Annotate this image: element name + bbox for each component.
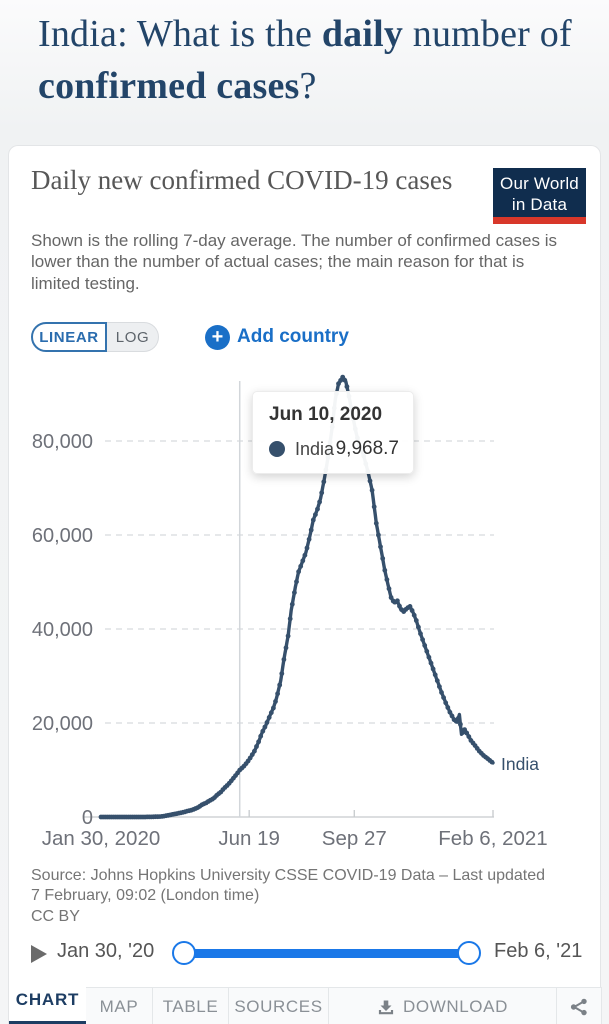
tab-chart[interactable]: CHART bbox=[9, 979, 86, 1024]
download-icon bbox=[377, 998, 395, 1016]
chart-title: Daily new confirmed COVID-19 cases bbox=[31, 165, 453, 195]
source-line1: Source: Johns Hopkins University CSSE CO… bbox=[31, 867, 546, 884]
timeline-slider-track[interactable] bbox=[177, 949, 479, 958]
scale-toggle: LINEAR LOG bbox=[31, 322, 159, 352]
source-note: Source: Johns Hopkins University CSSE CO… bbox=[31, 866, 581, 927]
tooltip-date: Jun 10, 2020 bbox=[269, 404, 383, 425]
tab-download[interactable]: DOWNLOAD bbox=[329, 987, 557, 1024]
svg-text:Jun 19: Jun 19 bbox=[218, 827, 280, 849]
share-icon bbox=[569, 997, 589, 1017]
chart-tooltip: Jun 10, 2020 India 9,968.7 bbox=[252, 391, 414, 474]
svg-text:20,000: 20,000 bbox=[32, 713, 93, 735]
timeline-end-label: Feb 6, '21 bbox=[494, 940, 583, 962]
source-line2: 7 February, 09:02 (London time) bbox=[31, 887, 260, 905]
page-title: India: What is the daily number of confi… bbox=[38, 8, 593, 112]
chart-card: Daily new confirmed COVID-19 cases Our W… bbox=[8, 145, 602, 1024]
owid-logo-line1: Our World bbox=[500, 174, 579, 193]
license-label[interactable]: CC BY bbox=[31, 907, 80, 925]
title-text: India: What is the bbox=[38, 13, 322, 55]
download-label: DOWNLOAD bbox=[403, 996, 508, 1016]
title-text: number of bbox=[403, 13, 572, 55]
svg-text:0: 0 bbox=[82, 807, 93, 829]
plus-icon: + bbox=[205, 324, 230, 350]
add-country-button[interactable]: + Add country bbox=[205, 324, 349, 350]
tab-sources[interactable]: SOURCES bbox=[229, 987, 329, 1024]
owid-logo-line2: in Data bbox=[511, 195, 568, 214]
tooltip-entity: India bbox=[295, 438, 335, 459]
tab-bar: CHART MAP TABLE SOURCES DOWNLOAD bbox=[9, 979, 602, 1024]
tooltip-value: 9,968.7 bbox=[335, 438, 399, 459]
title-bold-confirmed-cases: confirmed cases bbox=[38, 65, 300, 108]
series-end-label: India bbox=[501, 754, 539, 774]
title-bold-daily: daily bbox=[321, 13, 404, 55]
svg-text:60,000: 60,000 bbox=[32, 525, 93, 547]
tab-table[interactable]: TABLE bbox=[153, 987, 229, 1024]
chart-canvas[interactable]: 0 20,000 40,000 60,000 80,000 Jan 30, 2020 Jun… bbox=[9, 371, 602, 849]
tab-map[interactable]: MAP bbox=[86, 987, 153, 1024]
timeline-start-label: Jan 30, '20 bbox=[57, 940, 155, 962]
title-text: ? bbox=[299, 65, 317, 108]
chart-subtitle: Shown is the rolling 7-day average. The … bbox=[31, 231, 558, 293]
linear-scale-button[interactable]: LINEAR bbox=[31, 322, 107, 352]
svg-text:40,000: 40,000 bbox=[32, 619, 93, 641]
log-scale-button[interactable]: LOG bbox=[107, 322, 159, 352]
svg-text:Sep 27: Sep 27 bbox=[322, 827, 387, 849]
svg-text:Jan 30, 2020: Jan 30, 2020 bbox=[42, 827, 161, 849]
tab-share[interactable] bbox=[557, 987, 602, 1024]
timeline-handle-end[interactable] bbox=[457, 941, 481, 965]
tooltip-row: India 9,968.7 bbox=[269, 438, 399, 460]
play-icon[interactable] bbox=[31, 945, 47, 963]
owid-logo[interactable]: Our World in Data bbox=[493, 168, 586, 224]
page-header: India: What is the daily number of confi… bbox=[0, 0, 609, 145]
svg-text:80,000: 80,000 bbox=[32, 431, 93, 453]
timeline-handle-start[interactable] bbox=[172, 941, 196, 965]
svg-text:Feb 6, 2021: Feb 6, 2021 bbox=[438, 827, 547, 849]
series-dot-icon bbox=[269, 441, 285, 457]
chart-controls: LINEAR LOG + Add country bbox=[31, 321, 349, 353]
add-country-label: Add country bbox=[237, 326, 349, 347]
timeline: Jan 30, '20 Feb 6, '21 bbox=[9, 936, 602, 972]
